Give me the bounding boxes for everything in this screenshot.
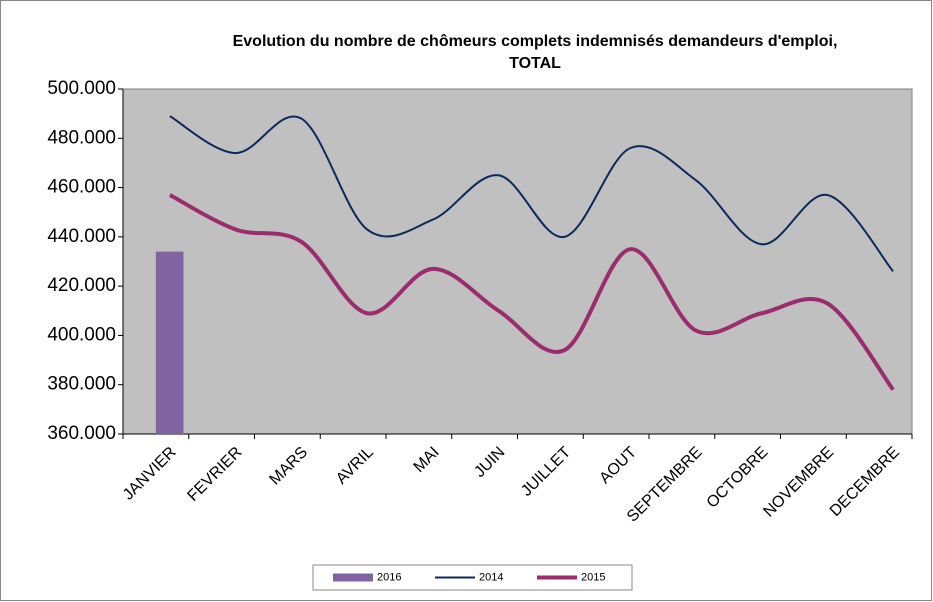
y-tick-label: 460.000 xyxy=(47,177,116,198)
y-tick-label: 480.000 xyxy=(47,127,116,148)
y-tick-label: 360.000 xyxy=(47,423,116,444)
y-tick-label: 400.000 xyxy=(47,324,116,345)
y-tick-label: 500.000 xyxy=(47,78,116,99)
line xyxy=(168,193,895,391)
line xyxy=(169,115,894,273)
y-tick-label: 380.000 xyxy=(47,374,116,395)
bar xyxy=(155,251,184,434)
plot-area xyxy=(122,88,913,435)
legend-swatch xyxy=(333,573,373,582)
legend-label: 2016 xyxy=(377,571,401,583)
y-tick-label: 420.000 xyxy=(47,275,116,296)
legend-label: 2015 xyxy=(581,571,605,583)
chart-title: Evolution du nombre de chômeurs complets… xyxy=(233,33,838,72)
y-tick-label: 440.000 xyxy=(47,226,116,247)
legend-label: 2014 xyxy=(479,571,503,583)
